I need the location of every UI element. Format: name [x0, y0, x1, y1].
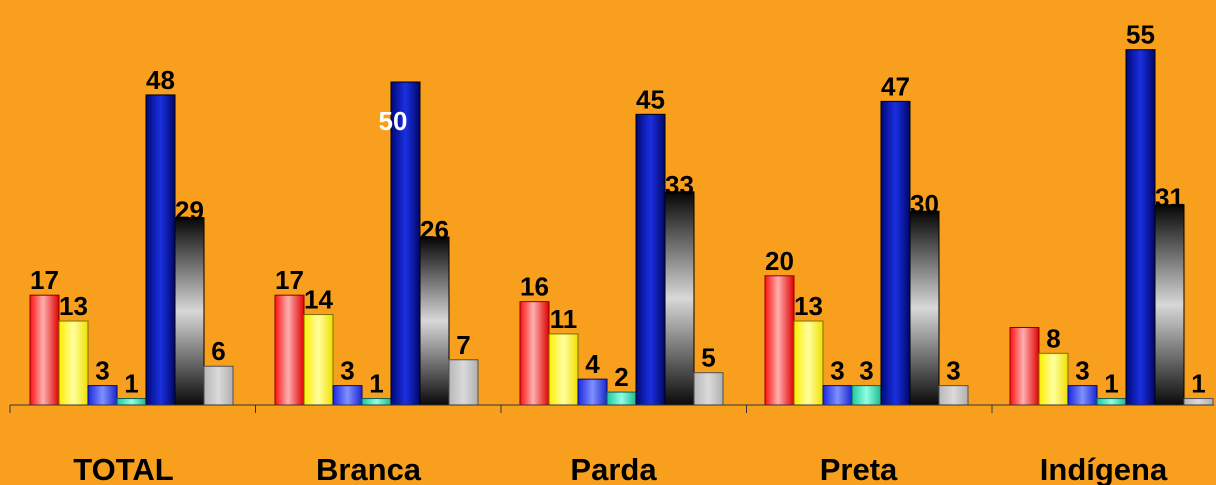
data-label-yellow-total: 13: [59, 291, 88, 321]
bar-red-total: [29, 294, 60, 406]
data-label-blue-parda: 4: [585, 349, 600, 379]
category-label-preta: Preta: [820, 452, 898, 485]
data-label-red-total: 17: [30, 265, 59, 295]
data-label-gray-preta: 3: [946, 356, 960, 386]
bar-blue-preta: [822, 385, 853, 406]
data-label-blue-branca: 3: [340, 356, 354, 386]
data-label-yellow-parda: 11: [550, 304, 578, 334]
bar-blue-branca: [332, 385, 363, 406]
data-label-navy-indígena: 55: [1126, 20, 1155, 50]
data-label-black-silver-parda: 33: [665, 170, 694, 200]
bar-yellow-parda: [548, 333, 579, 406]
data-label-teal-indígena: 1: [1104, 369, 1118, 399]
bar-gray-branca: [448, 359, 479, 406]
bar-teal-indígena: [1096, 398, 1127, 406]
data-label-gray-indígena: 1: [1191, 369, 1205, 399]
bar-black-silver-parda: [664, 191, 695, 406]
bar-navy-total: [145, 94, 176, 406]
data-label-navy-total: 48: [146, 65, 175, 95]
data-label-red-parda: 16: [520, 272, 549, 302]
data-label-yellow-indígena: 8: [1046, 323, 1060, 353]
category-label-parda: Parda: [570, 452, 657, 485]
bar-teal-preta: [851, 385, 882, 406]
bar-red-indígena: [1009, 326, 1040, 406]
bar-teal-parda: [606, 391, 637, 406]
data-label-teal-branca: 1: [369, 369, 383, 399]
bar-yellow-total: [58, 320, 89, 406]
data-label-teal-parda: 2: [614, 362, 628, 392]
bar-gray-preta: [938, 385, 969, 406]
bar-black-silver-indígena: [1154, 204, 1185, 406]
category-label-total: TOTAL: [73, 452, 173, 485]
bar-teal-branca: [361, 398, 392, 406]
data-label-teal-preta: 3: [859, 356, 873, 386]
bar-blue-indígena: [1067, 385, 1098, 406]
bar-navy-parda: [635, 113, 666, 406]
data-label-navy-parda: 45: [636, 84, 665, 114]
bar-navy-indígena: [1125, 49, 1156, 406]
data-label-blue-total: 3: [95, 356, 109, 386]
data-label-navy-branca: 50: [379, 106, 408, 136]
bar-gray-parda: [693, 372, 724, 406]
bar-navy-preta: [880, 100, 911, 406]
bar-yellow-preta: [793, 320, 824, 406]
data-label-gray-total: 6: [211, 336, 225, 366]
bar-blue-total: [87, 385, 118, 406]
data-label-blue-indígena: 3: [1075, 356, 1089, 386]
data-label-navy-preta: 47: [881, 71, 910, 101]
bar-blue-parda: [577, 378, 608, 406]
data-label-black-silver-branca: 26: [420, 215, 449, 245]
data-label-gray-parda: 5: [701, 343, 715, 373]
category-label-branca: Branca: [316, 452, 422, 485]
bar-navy-branca: [390, 81, 421, 406]
bar-yellow-indígena: [1038, 352, 1069, 406]
bar-red-branca: [274, 294, 305, 406]
data-label-gray-branca: 7: [456, 330, 470, 360]
data-label-black-silver-total: 29: [175, 196, 204, 226]
bar-black-silver-preta: [909, 210, 940, 406]
data-label-blue-preta: 3: [830, 356, 844, 386]
bar-gray-total: [203, 365, 234, 406]
data-label-red-branca: 17: [275, 265, 304, 295]
data-label-black-silver-preta: 30: [910, 189, 939, 219]
bar-yellow-branca: [303, 314, 334, 406]
bar-red-preta: [764, 275, 795, 406]
bar-red-parda: [519, 301, 550, 406]
bar-teal-total: [116, 398, 147, 406]
data-label-black-silver-indígena: 31: [1155, 183, 1184, 213]
bar-gray-indígena: [1183, 398, 1214, 406]
bar-black-silver-total: [174, 217, 205, 406]
data-label-yellow-branca: 14: [304, 285, 333, 315]
category-label-indígena: Indígena: [1040, 452, 1168, 485]
data-label-teal-total: 1: [124, 369, 138, 399]
data-label-red-preta: 20: [765, 246, 794, 276]
bar-black-silver-branca: [419, 236, 450, 406]
data-label-yellow-preta: 13: [794, 291, 823, 321]
